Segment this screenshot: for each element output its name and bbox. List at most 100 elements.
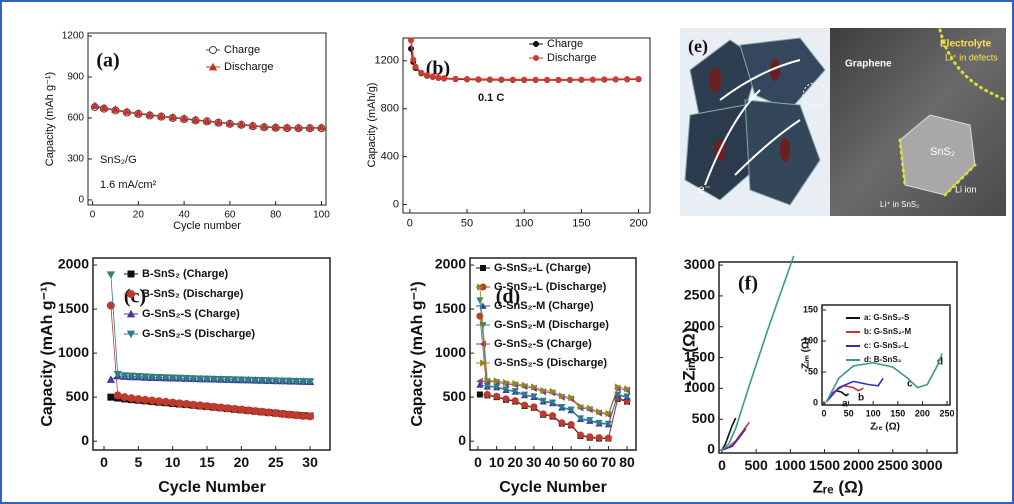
y-tick-label: 500 <box>66 388 90 404</box>
y-tick-label: 500 <box>692 410 716 426</box>
data-point <box>148 396 157 405</box>
x-tick-label: 10 <box>489 454 505 470</box>
data-point <box>512 379 519 388</box>
annotation: b <box>858 393 864 404</box>
data-point <box>168 374 177 383</box>
data-point <box>521 76 528 83</box>
data-point <box>271 377 280 385</box>
y-tick-label: 1500 <box>684 348 715 364</box>
data-point <box>225 118 235 127</box>
panel-label: (e) <box>688 36 708 57</box>
x-axis-label: Zᵣₑ (Ω) <box>870 422 900 433</box>
y-tick-label: 500 <box>443 388 467 404</box>
data-point <box>175 374 184 383</box>
data-point <box>558 403 566 411</box>
data-point <box>531 383 538 391</box>
data-point <box>264 408 273 417</box>
data-point <box>189 400 198 409</box>
x-tick-label: 20 <box>507 454 523 470</box>
data-point <box>548 399 557 407</box>
annotation: a <box>842 399 848 410</box>
legend-label: G-SnS₂-L (Discharge) <box>494 281 607 293</box>
data-point <box>624 76 631 83</box>
x-tick-label: 0 <box>474 454 482 470</box>
data-point <box>441 75 448 82</box>
data-point <box>285 377 294 386</box>
y-tick-label: 1500 <box>435 300 466 316</box>
y-axis-label: Capacity (mAh/g) <box>366 83 378 168</box>
x-tick-label: 30 <box>526 454 542 470</box>
data-point <box>182 400 191 409</box>
data-point <box>305 123 315 131</box>
x-tick-label: 40 <box>179 210 191 221</box>
data-point <box>476 381 484 388</box>
data-point <box>292 377 301 386</box>
data-point <box>568 393 575 402</box>
data-point <box>196 401 205 410</box>
electron-path <box>704 59 801 186</box>
y-tick-label: 2000 <box>58 256 89 272</box>
x-tick-label: 15 <box>199 454 215 470</box>
series-line <box>825 353 943 403</box>
data-point <box>250 376 260 385</box>
data-point <box>209 46 217 54</box>
legend-label: G-SnS₂-M (Discharge) <box>494 319 609 331</box>
data-point <box>154 397 163 406</box>
legend-label: G-SnS₂-S (Discharge) <box>142 328 255 340</box>
x-tick-label: 3000 <box>911 457 942 473</box>
diagram-text: SnS₂ <box>930 146 955 158</box>
plot-frame <box>821 304 951 406</box>
data-point <box>476 391 483 398</box>
x-tick-label: 10 <box>165 454 181 470</box>
data-point <box>540 386 547 395</box>
data-point <box>168 398 177 407</box>
data-point <box>106 375 116 383</box>
data-point <box>179 114 189 122</box>
data-point <box>113 391 122 400</box>
data-point <box>418 69 425 76</box>
data-point <box>299 411 308 420</box>
y-tick-label: 3000 <box>684 256 715 272</box>
diagram-text: Graphene <box>845 59 892 70</box>
data-point <box>520 391 529 399</box>
data-point <box>412 63 419 70</box>
data-point <box>521 381 529 389</box>
data-point <box>558 392 566 400</box>
x-tick-label: 500 <box>744 457 768 473</box>
data-point <box>214 117 223 126</box>
data-point <box>596 408 603 416</box>
data-point <box>106 271 116 279</box>
data-point <box>127 394 136 403</box>
y-tick-label: 150 <box>803 304 818 314</box>
data-point <box>511 397 519 405</box>
legend-label: G-SnS₂-S (Charge) <box>142 308 240 320</box>
data-point <box>282 123 292 131</box>
data-point <box>244 406 253 415</box>
data-point <box>464 75 471 82</box>
x-tick-label: 60 <box>582 454 598 470</box>
data-point <box>278 377 287 386</box>
data-point <box>147 373 157 382</box>
data-point <box>408 37 415 44</box>
x-tick-label: 150 <box>572 218 590 230</box>
data-point <box>539 397 547 405</box>
data-point <box>157 111 166 120</box>
data-point <box>209 375 219 384</box>
y-tick-label: 0 <box>458 432 466 448</box>
legend-label: c: G-SnS₂-L <box>864 341 909 350</box>
data-point <box>126 309 136 318</box>
data-point <box>237 119 246 128</box>
data-point <box>299 378 308 386</box>
y-tick-label: 0 <box>81 432 89 448</box>
data-point <box>567 406 575 414</box>
y-tick-label: 900 <box>67 72 84 83</box>
data-point <box>189 375 198 383</box>
legend-label: b: G-SnS₂-M <box>864 327 911 336</box>
data-point <box>237 405 246 414</box>
x-tick-label: 5 <box>134 454 142 470</box>
data-point <box>285 410 294 419</box>
data-point <box>126 330 136 339</box>
data-point <box>107 393 115 401</box>
data-point <box>544 76 551 83</box>
